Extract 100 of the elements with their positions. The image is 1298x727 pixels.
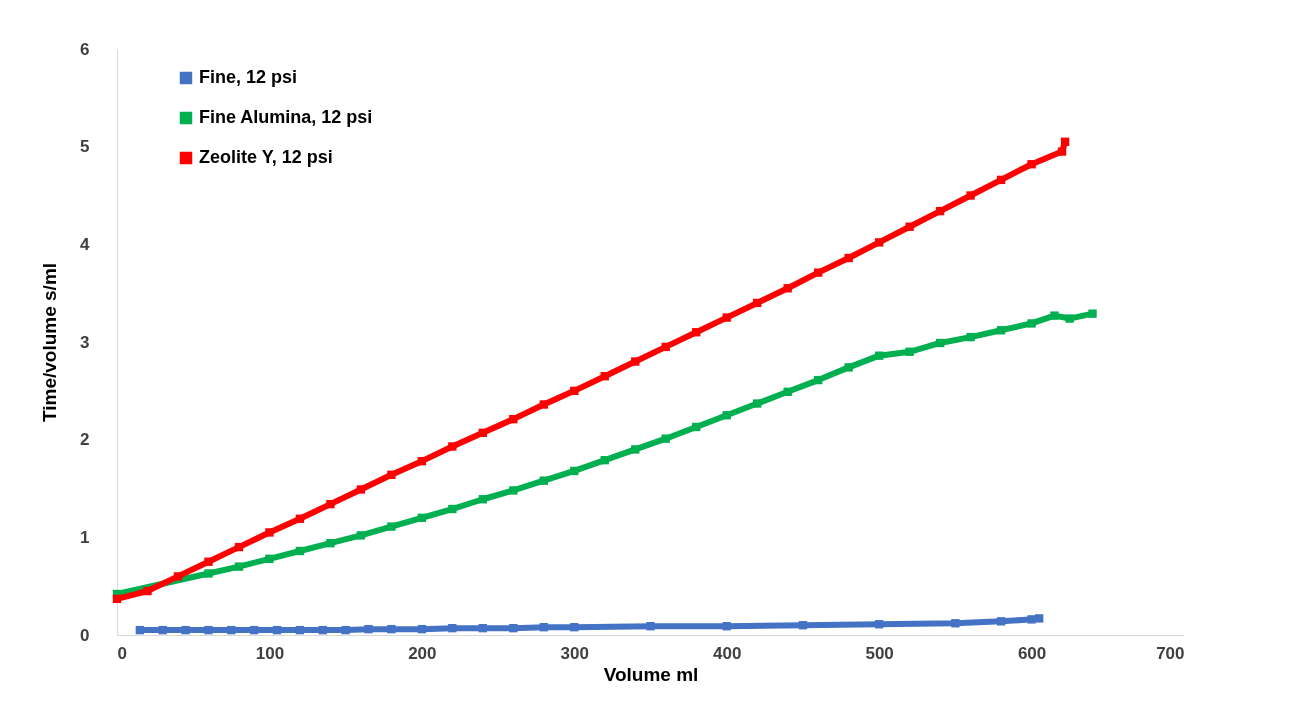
point [722, 411, 731, 420]
point [753, 298, 762, 308]
point [570, 623, 579, 632]
point [417, 624, 427, 634]
point [448, 623, 457, 633]
x-tick-label: 100 [255, 643, 285, 663]
point [135, 625, 145, 635]
x-tick-label: 300 [560, 643, 589, 663]
x-tick-label: 400 [713, 643, 742, 663]
point [181, 625, 190, 635]
point [509, 414, 518, 424]
point [387, 470, 396, 480]
point [204, 625, 213, 635]
point [813, 375, 823, 385]
point [356, 485, 366, 494]
point [295, 514, 305, 523]
point [387, 522, 396, 531]
point [173, 572, 183, 581]
point [143, 586, 152, 596]
point [265, 528, 274, 537]
point [1027, 615, 1036, 624]
point [272, 625, 282, 635]
point [905, 222, 914, 231]
point [692, 422, 701, 432]
y-tick-label: 3 [80, 332, 90, 352]
point [996, 175, 1006, 185]
point [844, 363, 853, 372]
x-tick-label: 0 [117, 643, 127, 663]
point [478, 428, 488, 438]
point [1088, 309, 1097, 318]
point [722, 313, 731, 322]
y-tick-label: 4 [80, 234, 91, 254]
point [478, 623, 488, 633]
y-tick-label: 2 [80, 430, 90, 450]
point [158, 625, 167, 635]
point [966, 191, 975, 200]
point [326, 499, 335, 509]
point [783, 284, 792, 293]
point [1035, 614, 1044, 623]
point [326, 539, 335, 548]
y-tick-label: 0 [80, 625, 90, 645]
point [448, 504, 457, 514]
point [631, 357, 640, 366]
point [570, 466, 579, 476]
point [570, 386, 579, 396]
point [798, 621, 808, 630]
point [1050, 311, 1059, 320]
point [539, 623, 548, 632]
point [417, 456, 427, 466]
point [227, 625, 236, 635]
point [1027, 160, 1036, 169]
point [935, 206, 945, 216]
point [813, 268, 823, 277]
point [204, 557, 213, 566]
point [509, 486, 518, 495]
legend-label: Zeolite Y, 12 psi [199, 147, 333, 167]
point [996, 617, 1006, 626]
point [600, 455, 609, 465]
point [364, 624, 373, 634]
point [935, 338, 945, 348]
legend-label: Fine, 12 psi [199, 67, 298, 87]
point [387, 624, 396, 634]
y-tick-label: 1 [80, 527, 90, 547]
x-axis-title: Volume ml [603, 663, 699, 685]
point [509, 623, 518, 633]
point [539, 400, 548, 409]
point [478, 495, 488, 504]
point [448, 442, 457, 451]
point [722, 622, 731, 631]
x-tick-label: 500 [865, 643, 894, 663]
point [1057, 147, 1067, 156]
point [112, 594, 122, 604]
point [631, 445, 640, 454]
point [844, 253, 853, 263]
x-tick-label: 200 [408, 643, 437, 663]
point [1065, 314, 1074, 323]
point [905, 347, 914, 356]
point [753, 399, 762, 408]
point [341, 625, 350, 635]
point [234, 542, 244, 552]
point [204, 569, 213, 578]
point [874, 238, 884, 247]
point [692, 328, 701, 337]
point [539, 476, 548, 485]
y-axis-title: Time/volume s/ml [39, 262, 61, 423]
point [783, 387, 792, 396]
point [1060, 137, 1070, 146]
point [966, 332, 975, 342]
x-tick-label: 600 [1017, 643, 1047, 663]
point [1027, 319, 1036, 328]
y-tick-label: 6 [80, 39, 90, 59]
y-tick-label: 5 [80, 137, 90, 157]
point [874, 620, 884, 629]
point [234, 562, 244, 571]
legend-label: Fine Alumina, 12 psi [199, 107, 373, 127]
point [250, 625, 259, 635]
point [661, 342, 670, 352]
point [318, 625, 327, 635]
point [356, 531, 366, 540]
point [295, 546, 305, 556]
